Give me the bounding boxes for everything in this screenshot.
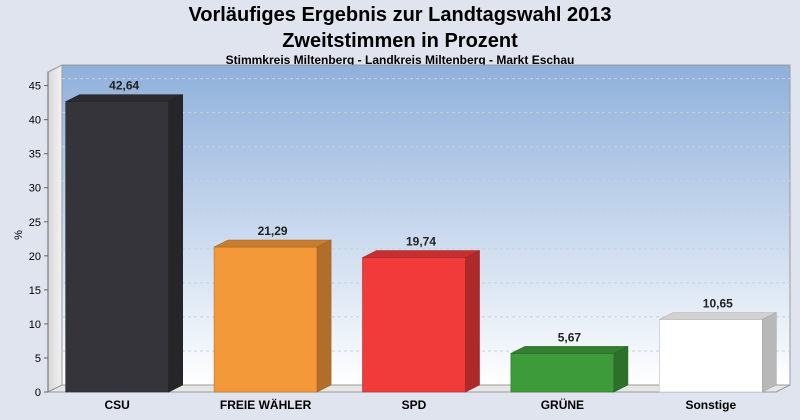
value-label: 21,29 <box>258 224 288 238</box>
category-label: Sonstige <box>685 398 736 412</box>
y-tick-label: 20 <box>29 251 41 263</box>
y-tick-label: 30 <box>29 183 41 195</box>
bar-top <box>510 346 629 354</box>
y-axis-label: % <box>13 230 25 240</box>
bar-side <box>761 312 777 393</box>
category-label: GRÜNE <box>541 397 584 412</box>
bar-spd <box>362 250 480 393</box>
bar-top <box>65 94 183 102</box>
value-label: 10,65 <box>703 296 733 310</box>
category-label: SPD <box>402 398 427 412</box>
chart-subtitle: Zweitstimmen in Prozent <box>282 30 518 52</box>
bar-sonstige <box>658 312 777 393</box>
y-tick-label: 15 <box>29 285 41 297</box>
value-label: 5,67 <box>558 330 582 344</box>
chart-region-subtitle: Stimmkreis Miltenberg - Landkreis Milten… <box>225 53 575 67</box>
bar-top <box>659 312 777 320</box>
bar-front <box>213 246 318 393</box>
bar-front <box>362 257 466 393</box>
y-tick-label: 25 <box>29 217 41 229</box>
category-label: CSU <box>105 398 130 412</box>
category-label: FREIE WÄHLER <box>220 397 312 412</box>
bar-top <box>362 250 480 258</box>
y-tick-label: 40 <box>29 115 41 127</box>
value-label: 42,64 <box>109 79 139 93</box>
bar-top <box>213 239 332 248</box>
bar-side <box>465 250 480 393</box>
y-tick-label: 35 <box>29 149 41 161</box>
y-tick-label: 5 <box>35 353 41 365</box>
bar-side <box>613 345 629 393</box>
y-tick-label: 10 <box>29 319 41 331</box>
left-wall <box>47 64 63 393</box>
bar-side <box>316 239 332 393</box>
bar-front <box>65 101 169 393</box>
bar-grüne <box>510 345 629 393</box>
bar-freie-wähler <box>213 239 332 393</box>
bar-side <box>168 94 183 393</box>
value-label: 19,74 <box>406 235 436 249</box>
y-tick-label: 45 <box>29 81 41 93</box>
chart-title: Vorläufiges Ergebnis zur Landtagswahl 20… <box>188 4 612 26</box>
y-tick-label: 0 <box>35 387 41 399</box>
bar-front <box>658 319 763 393</box>
bar-front <box>510 353 615 393</box>
bar-csu <box>65 94 183 393</box>
